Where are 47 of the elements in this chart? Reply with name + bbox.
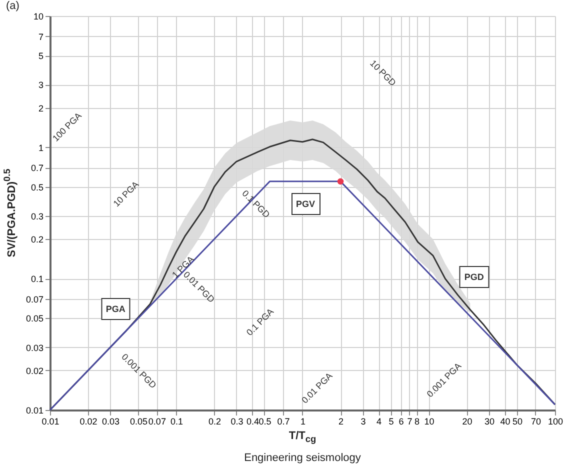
y-tick-label: 1: [38, 142, 44, 153]
x-tick-label: 3: [360, 416, 366, 426]
x-tick-label: 2: [338, 416, 344, 426]
annotation: PGD: [459, 266, 489, 288]
x-tick-label: 20: [462, 416, 472, 426]
y-tick-label: 0.07: [26, 294, 44, 305]
x-tick-label: 0.02: [80, 416, 98, 426]
x-tick-label: 1: [300, 416, 306, 426]
y-tick-label: 0.5: [30, 182, 44, 192]
x-tick-label: 0.7: [277, 416, 290, 426]
x-tick-label: 100: [548, 416, 564, 426]
chart-title: (a): [6, 0, 20, 12]
x-tick-label: 0.07: [148, 416, 166, 426]
y-tick-label: 2: [38, 103, 44, 114]
y-tick-label: 3: [38, 80, 44, 90]
x-tick-label: 40: [500, 416, 510, 426]
x-tick-label: 50: [512, 416, 523, 426]
x-tick-label: 7: [407, 416, 412, 426]
y-tick-label: 0.3: [30, 212, 44, 222]
y-tick-label: 0.1: [30, 274, 44, 284]
x-tick-label: 6: [398, 416, 404, 426]
x-tick-label: 10: [424, 416, 434, 426]
text: Engineering seismology: [244, 452, 361, 464]
y-tick-label: 0.03: [26, 342, 44, 353]
y-tick-label: 0.01: [26, 406, 44, 416]
y-tick-label: 0.02: [26, 366, 44, 376]
y-tick-label: 5: [38, 51, 44, 62]
x-axis-title: T/T$_{cg}$: [288, 430, 316, 444]
x-tick-label: 0.03: [102, 416, 120, 426]
annotation: PGA: [100, 298, 130, 320]
x-tick-label: 5: [388, 416, 394, 426]
x-tick-label: 70: [530, 416, 541, 426]
x-tick-label: 0.4: [246, 416, 260, 426]
x-tick-label: 0.2: [208, 416, 222, 426]
x-tick-label: 0.3: [230, 416, 244, 426]
y-tick-label: 0.05: [26, 314, 44, 324]
x-tick-label: 0.05: [130, 416, 148, 426]
y-tick-label: 0.2: [30, 234, 44, 245]
y-tick-label: 0.7: [30, 163, 44, 174]
x-tick-label: 30: [484, 416, 494, 426]
x-tick-label: 4: [376, 416, 382, 426]
x-tick-label: 8: [414, 416, 420, 426]
y-tick-label: 7: [38, 32, 44, 42]
x-tick-label: 0.5: [258, 416, 272, 426]
y-tick-label: 10: [33, 12, 44, 22]
annotation: PGV: [291, 192, 320, 215]
x-tick-label: 0.1: [170, 416, 184, 426]
